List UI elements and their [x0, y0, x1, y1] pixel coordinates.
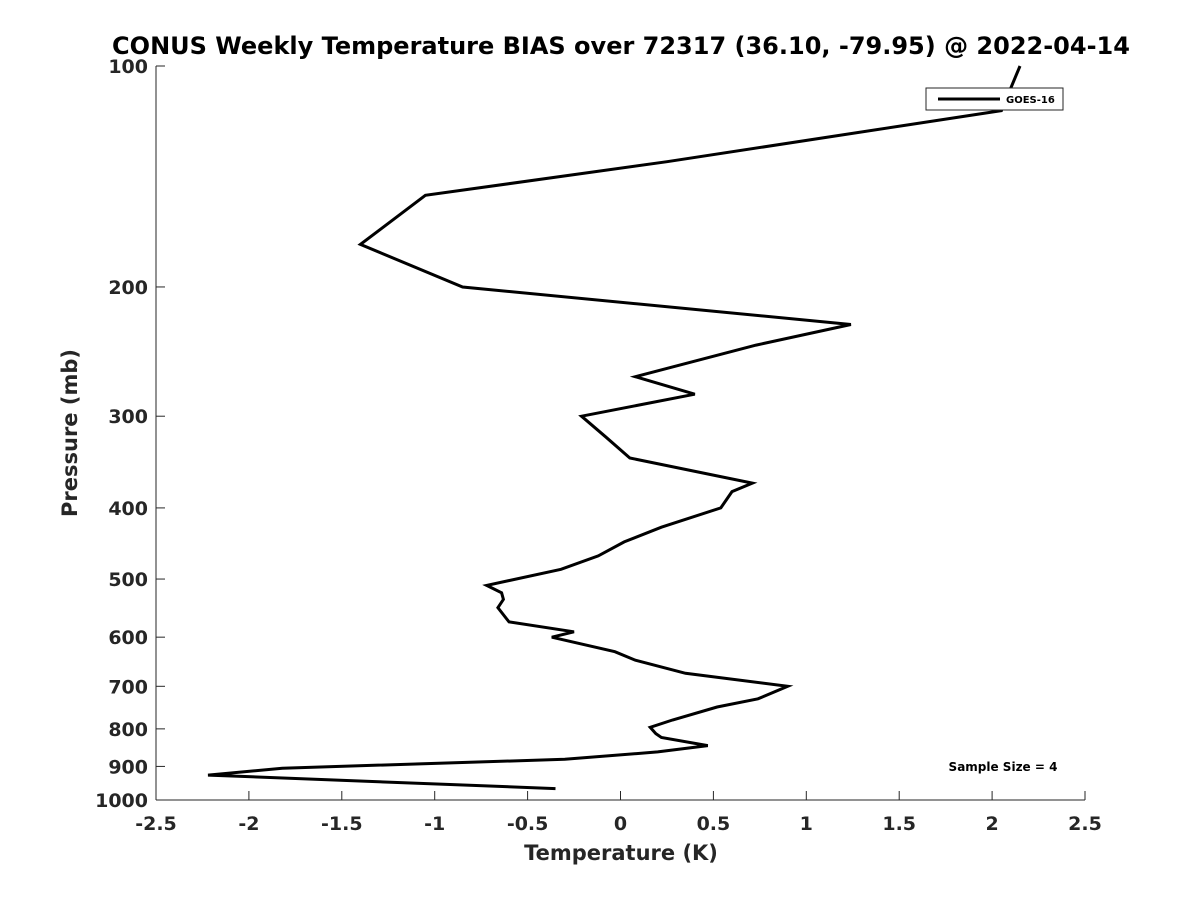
y-tick-label: 500	[108, 569, 148, 591]
y-tick-label: 400	[108, 498, 148, 520]
legend-label-goes-16: GOES-16	[1006, 95, 1055, 106]
x-tick-label: 0	[614, 813, 627, 835]
series-line-goes-16	[207, 65, 1022, 791]
legend: GOES-16	[925, 87, 1064, 111]
x-tick-label: -1	[424, 813, 445, 835]
x-axis-label: Temperature (K)	[524, 841, 718, 865]
y-tick-label: 600	[108, 627, 148, 649]
y-tick-label: 200	[108, 277, 148, 299]
x-tick-label: 2.5	[1068, 813, 1102, 835]
sample-size-annotation: Sample Size = 4	[949, 760, 1058, 774]
y-axis-label: Pressure (mb)	[58, 349, 82, 517]
chart-title: CONUS Weekly Temperature BIAS over 72317…	[112, 32, 1130, 60]
series-layer	[207, 65, 1022, 791]
x-axis: -2.5 -2 -1.5 -1 -0.5 0 0.5 1 1.5 2 2.5	[135, 791, 1102, 835]
y-tick-label: 100	[108, 56, 148, 78]
y-axis: 100 200 300 400 500 600 700 800 900 1000	[95, 56, 165, 812]
x-tick-label: 1.5	[882, 813, 916, 835]
x-tick-label: 0.5	[697, 813, 731, 835]
y-tick-label: 700	[108, 676, 148, 698]
x-tick-label: 1	[800, 813, 813, 835]
y-tick-label: 300	[108, 406, 148, 428]
x-tick-label: 2	[985, 813, 998, 835]
x-tick-label: -1.5	[321, 813, 363, 835]
x-tick-label: -2	[238, 813, 259, 835]
y-tick-label: 900	[108, 756, 148, 778]
x-tick-label: -0.5	[507, 813, 549, 835]
y-tick-label: 800	[108, 719, 148, 741]
x-tick-label: -2.5	[135, 813, 177, 835]
y-tick-label: 1000	[95, 790, 148, 812]
